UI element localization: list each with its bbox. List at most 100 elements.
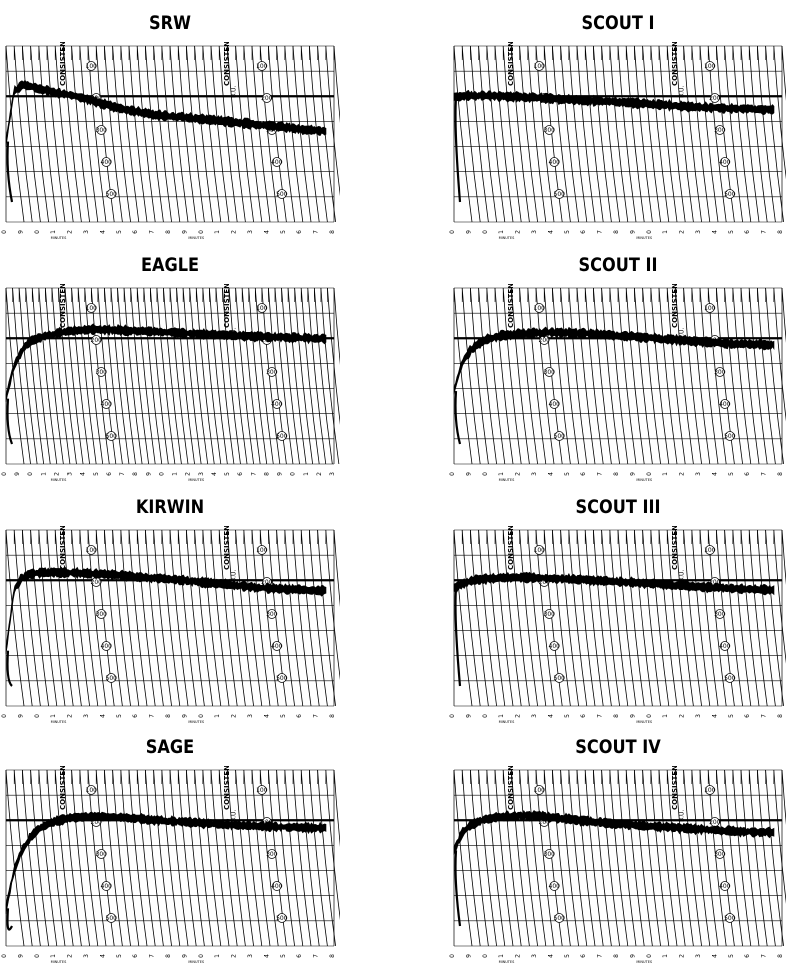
x-tick-label: 9 [17, 954, 24, 958]
x-tick-label: 4 [711, 472, 718, 476]
svg-text:400: 400 [549, 159, 561, 166]
x-tick-label: 5 [116, 230, 123, 234]
recorder-arc [163, 287, 182, 465]
x-tick-label: 9 [17, 714, 24, 718]
recorder-arc [601, 529, 620, 707]
x-tick-label: 0 [1, 230, 8, 234]
x-tick-label: 9 [181, 230, 188, 234]
arc-label: 300 [714, 849, 726, 859]
recorder-arc-minor [51, 287, 71, 465]
svg-text:100: 100 [704, 787, 716, 794]
recorder-arc [683, 287, 702, 465]
recorder-arc [716, 769, 735, 947]
recorder-arc-minor [145, 529, 164, 707]
x-tick-label: 7 [597, 472, 604, 476]
recorder-arc-minor [143, 287, 163, 465]
recorder-arc [634, 769, 653, 947]
chart-title: SRW [149, 12, 191, 34]
recorder-arc-minor [292, 45, 312, 223]
x-tick-label: 9 [181, 954, 188, 958]
recorder-arc [486, 287, 506, 465]
recorder-arc-minor [169, 287, 189, 465]
initial-stroke [6, 398, 14, 445]
panel-scout-iv: SCOUT IV 100 200 300 400 500 100 200 300 400 500 C… [448, 732, 786, 970]
svg-text:200: 200 [91, 337, 103, 344]
svg-text:100: 100 [704, 63, 716, 70]
x-tick-label: 8 [329, 230, 336, 234]
recorder-arc [634, 287, 653, 465]
recorder-arc-minor [494, 529, 514, 707]
recorder-arc-minor [227, 769, 246, 947]
x-tick-label: 6 [744, 954, 751, 958]
recorder-arc [300, 45, 320, 223]
svg-text:100: 100 [86, 305, 98, 312]
recorder-arc-minor [511, 529, 530, 707]
x-tick-label: 6 [580, 954, 587, 958]
x-tick-label: 1 [498, 472, 505, 476]
consistency-label: CONSISTENCY [671, 526, 679, 570]
svg-text:100: 100 [256, 305, 268, 312]
recorder-arcs [5, 769, 340, 947]
recorder-arcs [453, 529, 786, 707]
recorder-arc [765, 769, 784, 947]
arc-label: 500 [554, 431, 565, 441]
arc-label: 100 [256, 61, 268, 71]
x-tick-label: 0 [1, 954, 8, 958]
recorder-arc [5, 529, 25, 707]
x-tick-label: 5 [116, 714, 123, 718]
recorder-arc [617, 45, 637, 223]
bu-label: B.U. [679, 86, 686, 98]
svg-text:200: 200 [261, 579, 273, 586]
recorder-arc-minor [243, 769, 263, 947]
arc-label: 500 [724, 431, 736, 441]
chart-title: SAGE [145, 736, 195, 758]
x-tick-label: 8 [777, 230, 784, 234]
x-tick-label: 9 [629, 230, 636, 234]
recorder-arc-minor [461, 769, 481, 947]
recorder-arc [453, 769, 473, 947]
x-tick-label: 2 [53, 472, 60, 476]
recorder-arc [519, 529, 538, 707]
recorder-arc-minor [300, 287, 320, 465]
svg-text:500: 500 [106, 915, 118, 922]
recorder-arc [54, 769, 74, 947]
consistency-label: CONSISTENCY [507, 766, 515, 810]
recorder-arc [781, 529, 786, 586]
x-tick-label: 5 [728, 954, 735, 958]
recorder-arc-minor [773, 287, 786, 422]
svg-text:200: 200 [91, 819, 103, 826]
consistency-label: CONSISTENCY [671, 766, 679, 810]
svg-text:300: 300 [544, 127, 556, 134]
recorder-arc-minor [130, 287, 150, 465]
x-tick-label: 1 [50, 954, 57, 958]
bu-label: B.U. [231, 86, 238, 98]
svg-text:400: 400 [101, 883, 113, 890]
x-tick-label: 4 [711, 714, 718, 718]
recorder-arc [470, 287, 489, 465]
recorder-arc-minor [325, 529, 340, 681]
x-tick-label: 9 [465, 954, 472, 958]
x-tick-label: 4 [99, 954, 106, 958]
arc-label: 400 [271, 399, 283, 409]
x-tick-label: 2 [231, 230, 238, 234]
recorder-arc-minor [208, 287, 228, 465]
x-tick-label: 7 [119, 472, 126, 476]
minutes-label: MINUTES [636, 478, 653, 482]
svg-text:300: 300 [714, 127, 726, 134]
chart-title: SCOUT IV [575, 736, 661, 758]
minutes-label: MINUTES [499, 236, 516, 240]
recorder-arc-minor [740, 287, 760, 465]
x-tick-label: 0 [646, 954, 653, 958]
x-tick-label: 3 [83, 954, 90, 958]
x-tick-label: 0 [482, 230, 489, 234]
x-tick-label: 0 [158, 472, 165, 476]
panel-sage: SAGE 100200300400500100200300400500CONSI… [0, 732, 340, 970]
x-tick-label: 5 [564, 714, 571, 718]
x-tick-label: 2 [679, 954, 686, 958]
recorder-arc-minor [494, 769, 514, 947]
recorder-arc-minor [112, 529, 131, 707]
minutes-label: MINUTES [51, 478, 68, 482]
recorder-arc-minor [182, 287, 202, 465]
recorder-arc [71, 45, 90, 223]
recorder-arc [202, 769, 222, 947]
